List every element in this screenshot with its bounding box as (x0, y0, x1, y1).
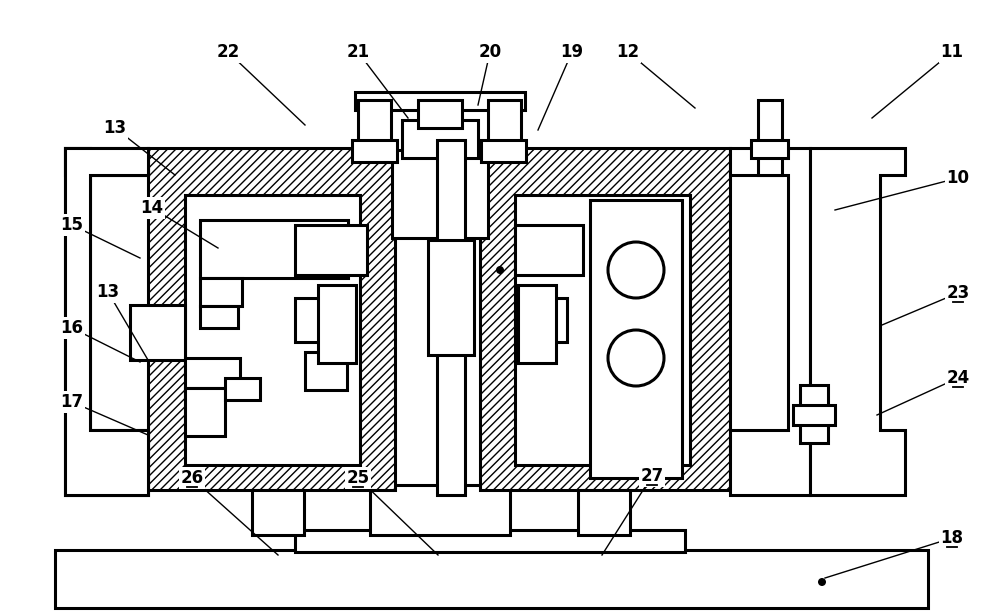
Bar (185, 388, 225, 436)
Text: 25: 25 (346, 469, 370, 487)
Bar (758, 100, 782, 175)
Text: 13: 13 (103, 119, 127, 137)
Bar (481, 140, 526, 162)
Text: 16: 16 (60, 319, 84, 337)
Polygon shape (65, 148, 148, 495)
Bar (370, 485, 510, 535)
Polygon shape (480, 148, 730, 490)
Bar (185, 195, 360, 465)
Text: 23: 23 (946, 284, 970, 302)
Bar (488, 100, 521, 148)
Text: 26: 26 (180, 469, 204, 487)
Bar (402, 120, 478, 158)
Bar (590, 200, 682, 478)
Text: 21: 21 (346, 43, 370, 61)
Circle shape (818, 578, 826, 586)
Bar (352, 140, 397, 162)
Bar (55, 550, 928, 608)
Bar (130, 305, 185, 360)
Bar (418, 100, 462, 128)
Bar (428, 240, 474, 355)
Text: 24: 24 (946, 369, 970, 387)
Polygon shape (730, 148, 810, 495)
Bar (355, 92, 525, 110)
Bar (305, 352, 347, 390)
Bar (793, 405, 835, 425)
Bar (295, 225, 367, 275)
Text: 22: 22 (216, 43, 240, 61)
Text: 10: 10 (946, 169, 970, 187)
Text: 19: 19 (560, 43, 584, 61)
Bar (200, 278, 242, 306)
Bar (392, 150, 488, 238)
Text: 18: 18 (940, 529, 964, 547)
Bar (200, 306, 238, 328)
Bar (358, 100, 391, 148)
Text: 11: 11 (940, 43, 964, 61)
Bar (295, 298, 353, 342)
Polygon shape (810, 148, 905, 495)
Text: 15: 15 (60, 216, 84, 234)
Bar (751, 140, 788, 158)
Bar (318, 285, 356, 363)
Circle shape (608, 242, 664, 298)
Text: 14: 14 (140, 199, 164, 217)
Polygon shape (148, 148, 395, 490)
Circle shape (608, 330, 664, 386)
Bar (225, 378, 260, 400)
Bar (515, 225, 583, 275)
Bar (200, 220, 348, 278)
Bar (185, 358, 240, 388)
Polygon shape (65, 148, 90, 175)
Bar (252, 490, 304, 535)
Text: 20: 20 (478, 43, 502, 61)
Bar (578, 490, 630, 535)
Bar (437, 140, 465, 495)
Bar (515, 298, 567, 342)
Bar (515, 195, 690, 465)
Text: 13: 13 (96, 283, 120, 301)
Text: 12: 12 (616, 43, 640, 61)
Bar (518, 285, 556, 363)
Bar (295, 530, 685, 552)
Polygon shape (65, 148, 148, 495)
Bar (800, 385, 828, 443)
Circle shape (496, 266, 504, 274)
Text: 17: 17 (60, 393, 84, 411)
Text: 27: 27 (640, 467, 664, 485)
